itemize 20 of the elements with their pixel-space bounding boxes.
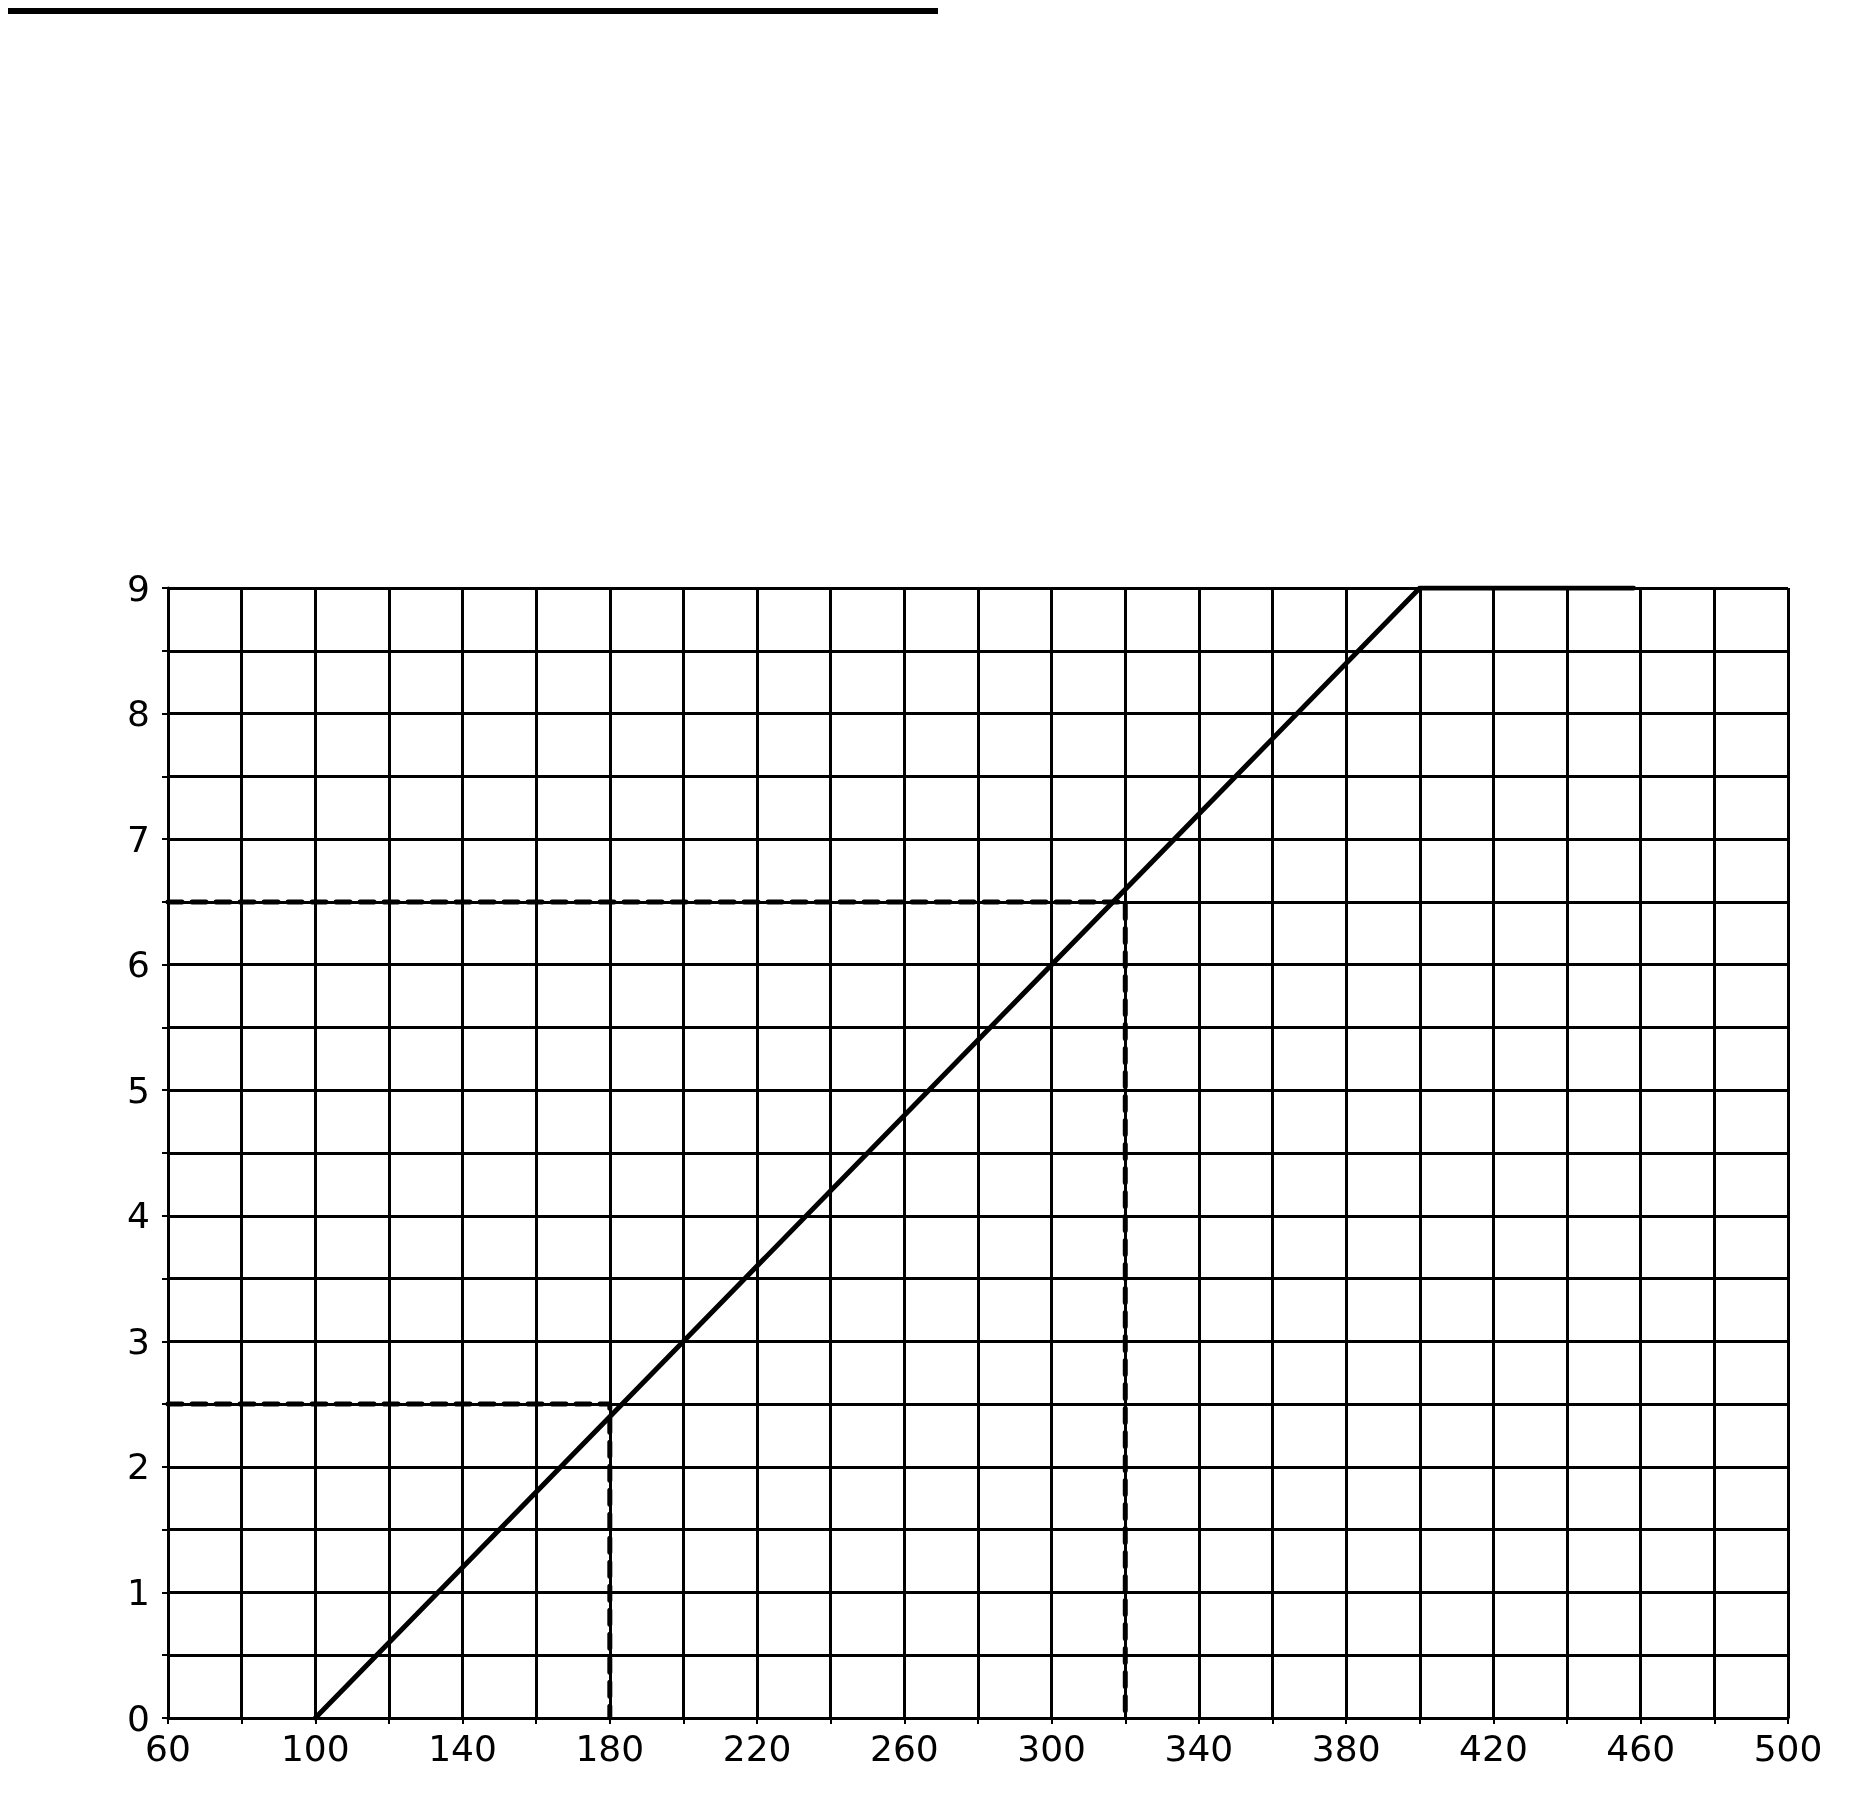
x-tick-label: 420 (1459, 1727, 1528, 1769)
x-tick-label: 260 (870, 1727, 939, 1769)
y-tick-label: 2 (127, 1446, 150, 1488)
y-tick-label: 4 (127, 1195, 150, 1237)
x-tick-label: 460 (1606, 1727, 1676, 1769)
x-tick-label: 220 (722, 1727, 792, 1769)
y-tick-label: 3 (127, 1320, 150, 1362)
y-tick-label: 5 (127, 1069, 150, 1111)
x-tick-label: 140 (428, 1727, 497, 1769)
x-tick-label: 300 (1017, 1727, 1086, 1769)
x-tick-label: 100 (280, 1727, 350, 1769)
x-tick-label: 180 (575, 1727, 645, 1769)
x-tick-label: 380 (1311, 1727, 1381, 1769)
y-tick-label: 7 (127, 818, 150, 860)
y-tick-label: 8 (127, 693, 150, 735)
x-tick-label: 500 (1753, 1727, 1823, 1769)
y-tick-label: 9 (127, 567, 150, 609)
y-tick-label: 6 (127, 944, 150, 986)
x-tick-label: 340 (1164, 1727, 1234, 1769)
y-tick-label: 1 (127, 1571, 150, 1613)
